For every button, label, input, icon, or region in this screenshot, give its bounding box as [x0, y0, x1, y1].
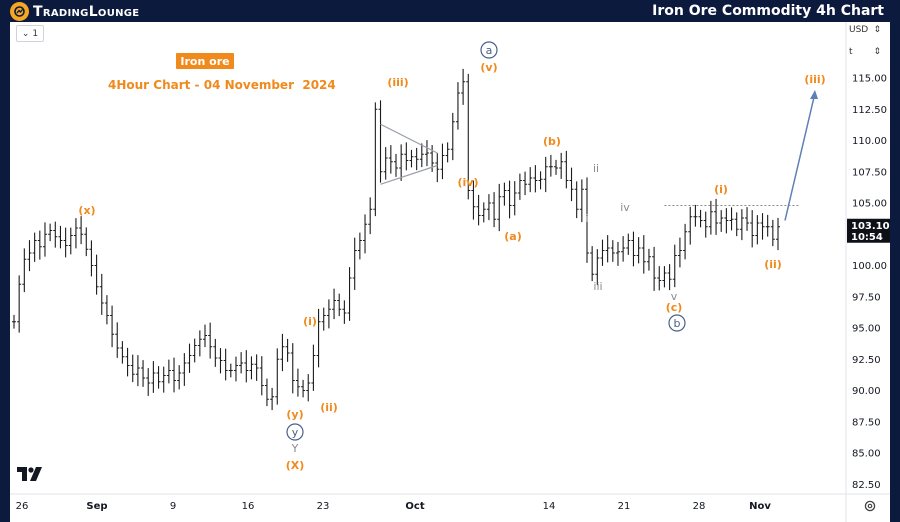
wave-label: (i)	[714, 183, 728, 196]
wave-label: (a)	[504, 230, 521, 243]
last-price-value: 103.10	[851, 221, 890, 232]
projection-arrowhead	[810, 90, 818, 99]
chevron-down-icon: ⌄	[21, 28, 30, 39]
x-tick-label: 14	[543, 501, 556, 512]
wave-label: (iii)	[804, 73, 825, 86]
countdown-value: 10:54	[851, 232, 883, 243]
currency-label: USD	[849, 25, 869, 35]
y-tick-label: 100.00	[852, 261, 887, 272]
plot-background	[10, 22, 890, 522]
currency-selector[interactable]: USD ⇕	[849, 25, 885, 35]
x-tick-label: 23	[317, 501, 330, 512]
wave-label: (ii)	[320, 401, 338, 414]
wave-label: iii	[593, 280, 602, 293]
wave-label: (b)	[543, 135, 561, 148]
wave-label: a	[486, 44, 493, 57]
interval-value: 1	[32, 28, 39, 39]
symbol-badge	[176, 53, 234, 69]
y-tick-label: 85.00	[852, 449, 881, 460]
header-bar: TradingLounge Iron Ore Commodity 4h Char…	[0, 0, 900, 22]
gear-icon[interactable]	[863, 499, 877, 513]
chevron-up-down-icon: ⇕	[873, 25, 881, 35]
y-tick-label: 107.50	[852, 167, 887, 178]
wave-label: (v)	[480, 61, 497, 74]
x-tick-label: 16	[242, 501, 255, 512]
x-tick-label: 28	[693, 501, 706, 512]
y-tick-label: 90.00	[852, 386, 881, 397]
logo-text: TradingLounge	[33, 3, 140, 20]
y-tick-label: 112.50	[852, 105, 887, 116]
chevron-up-down-icon: ⇕	[873, 47, 881, 57]
wave-label: iv	[620, 201, 630, 214]
x-tick-label: Oct	[405, 501, 424, 512]
tradinglounge-logo: TradingLounge	[10, 2, 139, 21]
scale-mode-label: t	[849, 47, 853, 57]
wave-label-circle	[668, 314, 686, 332]
y-tick-label: 82.50	[852, 480, 881, 491]
y-tick-label: 110.00	[852, 136, 887, 147]
tradingview-logo-icon	[17, 467, 42, 481]
wave-label: ii	[593, 162, 599, 175]
wave-label: (c)	[666, 301, 683, 314]
wave-label: Y	[291, 442, 299, 455]
chart-subtitle: 4Hour Chart - 04 November 2024	[108, 78, 336, 92]
y-tick-label: 105.00	[852, 199, 887, 210]
wave-label-circle	[480, 41, 498, 59]
wave-label: (y)	[286, 408, 303, 421]
wave-label: (iii)	[387, 76, 408, 89]
logo-mark-icon	[10, 2, 29, 21]
triangle-upper-line	[380, 123, 438, 154]
y-tick-label: 97.50	[852, 292, 881, 303]
x-tick-label: Nov	[749, 501, 771, 512]
scale-mode-selector[interactable]: t ⇕	[849, 47, 885, 57]
y-tick-label: 87.50	[852, 417, 881, 428]
last-price-tag	[847, 218, 890, 243]
chart-title: Iron Ore Commodity 4h Chart	[652, 3, 884, 19]
x-tick-label: Sep	[86, 501, 107, 512]
wave-label: (iv)	[458, 176, 479, 189]
wave-label: (ii)	[764, 258, 782, 271]
bars-group	[12, 68, 780, 411]
y-tick-label: 92.50	[852, 355, 881, 366]
projection-arrow-line	[784, 92, 816, 221]
symbol-badge-text: Iron ore	[180, 55, 229, 68]
wave-label-circle	[286, 423, 304, 441]
y-tick-label: 95.00	[852, 324, 881, 335]
wave-label: i	[585, 212, 588, 225]
y-tick-label: 115.00	[852, 74, 887, 85]
x-tick-label: 21	[618, 501, 631, 512]
wave-label: b	[674, 317, 681, 330]
wave-label: (X)	[286, 459, 305, 472]
wave-label: (i)	[303, 315, 317, 328]
wave-label: v	[671, 290, 678, 303]
wave-label: (x)	[78, 204, 95, 217]
x-tick-label: 26	[16, 501, 29, 512]
triangle-lower-line	[380, 164, 438, 185]
interval-selector[interactable]: ⌄ 1	[16, 25, 44, 42]
wave-label: y	[292, 426, 299, 439]
x-tick-label: 9	[170, 501, 176, 512]
